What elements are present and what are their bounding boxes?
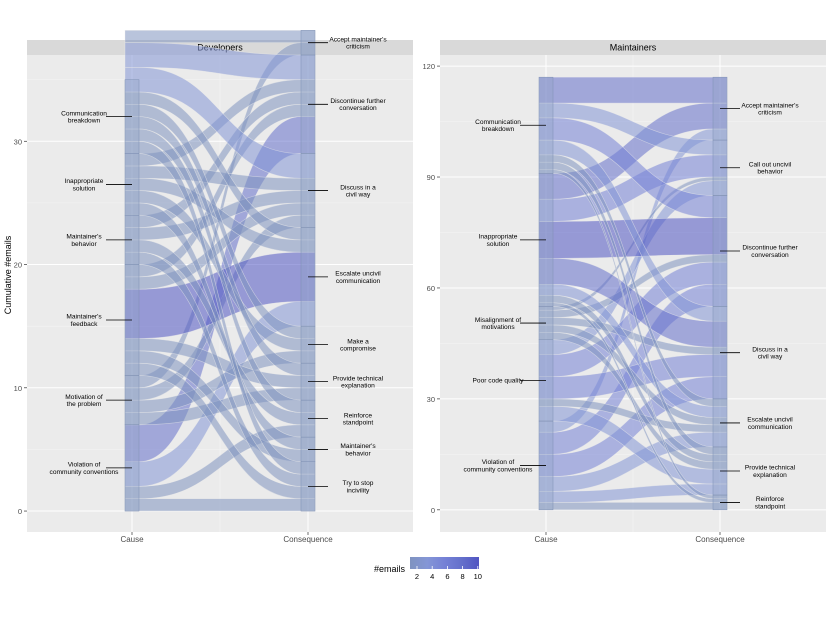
consequence-label: Provide technical explanation [333, 375, 384, 389]
cause-label: Maintainer's behavior [66, 234, 102, 248]
consequence-label: Provide technical explanation [745, 465, 796, 479]
x-tick-label: Consequence [283, 535, 333, 544]
cause-label: Poor code quality [473, 378, 525, 385]
consequence-label: Accept maintainer's criticism [329, 36, 387, 50]
cause-label: Violation of community conventions [50, 462, 120, 476]
cause-label: Maintainer's feedback [66, 314, 102, 328]
cause-label: Motivation of the problem [65, 394, 103, 408]
flow [124, 498, 316, 512]
y-tick-label: 0 [18, 507, 22, 516]
consequence-label: Discontinue further conversation [330, 98, 386, 112]
flow [124, 30, 316, 43]
legend-tick-label: 6 [445, 572, 449, 581]
panel-title: Maintainers [610, 43, 657, 53]
consequence-label: Call out uncivil behavior [749, 161, 792, 175]
legend: #emails 2 4 6 8 10 [374, 557, 482, 581]
y-tick-label: 20 [14, 261, 22, 270]
y-axis-label: Cumulative #emails [3, 235, 13, 314]
consequence-label: Make a compromise [340, 338, 376, 352]
cause-label: Misalignment of motivations [475, 317, 521, 331]
legend-tick-label: 8 [461, 572, 465, 581]
y-tick-label: 30 [14, 137, 22, 146]
y-tick-label: 60 [427, 284, 435, 293]
consequence-label: Accept maintainer's criticism [741, 102, 799, 116]
x-tick-label: Cause [120, 535, 144, 544]
consequence-strata: Try to stop incivility Maintainer's behavio… [300, 30, 387, 512]
cause-strata: Violation of community conventions Motivat… [50, 79, 140, 512]
y-tick-label: 0 [431, 506, 435, 515]
x-tick-label: Cause [534, 535, 558, 544]
cause-label: Inappropriate solution [479, 234, 518, 248]
cause-label: Inappropriate solution [65, 178, 104, 192]
panel-maintainers: Maintainers 0 30 60 90 120 Cause Consequence Vio… [422, 40, 826, 544]
legend-colorbar [410, 557, 479, 569]
legend-tick-label: 2 [415, 572, 419, 581]
consequence-label: Maintainer's behavior [340, 443, 376, 457]
cause-label: Communication breakdown [61, 110, 107, 124]
y-tick-label: 120 [422, 62, 435, 71]
flows [538, 76, 728, 511]
consequence-label: Reinforce standpoint [755, 496, 786, 510]
consequence-label: Escalate uncivil communication [335, 271, 381, 285]
consequence-label: Discuss in a civil way [752, 346, 788, 360]
flow [538, 76, 728, 104]
consequence-strata: Reinforce standpoint Provide technical expl… [712, 76, 799, 510]
flow [538, 502, 728, 511]
consequence-label: Discontinue further conversation [742, 245, 798, 259]
cause-strata: Violation of community conventions Poor co… [464, 76, 554, 511]
legend-title: #emails [374, 564, 406, 574]
x-tick-label: Consequence [695, 535, 745, 544]
y-tick-label: 10 [14, 384, 22, 393]
panel-title: Developers [197, 43, 243, 53]
panel-developers: Developers 0 10 20 30 Cause Consequence Violati… [14, 30, 413, 544]
legend-tick-label: 10 [474, 572, 482, 581]
cause-label: Communication breakdown [475, 119, 521, 133]
consequence-label: Reinforce standpoint [343, 412, 374, 426]
consequence-label: Escalate uncivil communication [747, 417, 793, 431]
consequence-label: Discuss in a civil way [340, 184, 376, 198]
panel-strip [440, 40, 826, 55]
cause-label: Violation of community conventions [464, 459, 534, 473]
legend-tick-label: 4 [430, 572, 434, 581]
consequence-label: Try to stop incivility [343, 480, 374, 494]
y-tick-label: 30 [427, 395, 435, 404]
y-tick-label: 90 [427, 173, 435, 182]
panel-strip [27, 40, 413, 55]
flows [124, 30, 316, 512]
